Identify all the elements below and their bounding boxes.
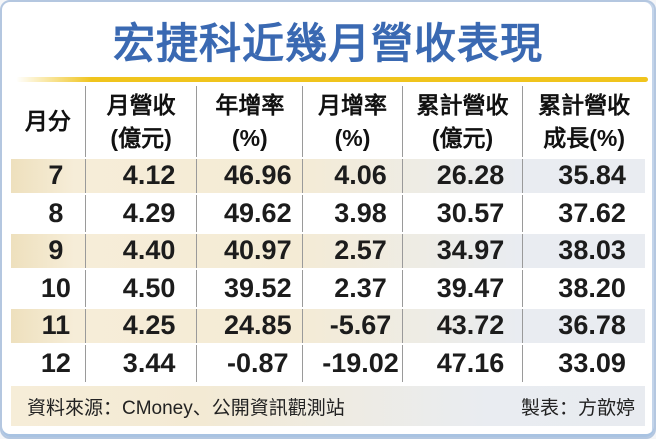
- cell-yoy-growth: 24.85: [197, 309, 304, 343]
- header-cell-cumulative-growth: 累計營收 成長(%): [523, 86, 645, 157]
- header-cell-mom-growth: 月增率 (%): [303, 86, 403, 157]
- cell-monthly-revenue: 3.44: [85, 344, 198, 382]
- cell-cumulative-revenue: 34.97: [403, 234, 524, 268]
- table-row: 8 4.29 49.62 3.98 30.57 37.62: [11, 194, 645, 232]
- cell-yoy-growth: 40.97: [197, 234, 304, 268]
- cell-mom-growth: -5.67: [303, 309, 403, 343]
- header-cell-month: 月分: [11, 86, 86, 157]
- cell-cumulative-revenue: 43.72: [403, 309, 524, 343]
- cell-mom-growth: 3.98: [303, 194, 403, 232]
- cell-monthly-revenue: 4.40: [86, 234, 198, 268]
- header-cell-cumulative-revenue: 累計營收 (億元): [402, 86, 524, 157]
- cell-cumulative-growth: 38.03: [558, 235, 626, 266]
- cell-monthly-revenue: 4.12: [86, 159, 198, 193]
- cell-cumulative-revenue: 47.16: [402, 344, 524, 382]
- title-underline-rule: [16, 77, 648, 82]
- cell-month: 9: [11, 234, 86, 268]
- table-row: 10 4.50 39.52 2.37 39.47 38.20: [11, 269, 645, 307]
- cell-yoy-growth: 39.52: [197, 269, 304, 307]
- cell-cumulative-revenue: 39.47: [402, 269, 524, 307]
- table-footer: 資料來源：CMoney、公開資訊觀測站 製表：方歆婷: [11, 386, 645, 426]
- cell-monthly-revenue: 4.29: [85, 194, 198, 232]
- cell-month: 8: [11, 194, 86, 232]
- cell-cumulative-revenue: 26.28: [403, 159, 524, 193]
- table-row: 9 4.40 40.97 2.57 34.97 38.03: [11, 232, 645, 270]
- table-row: 7 4.12 46.96 4.06 26.28 35.84: [11, 157, 645, 195]
- data-source-text: 資料來源：CMoney、公開資訊觀測站: [27, 397, 345, 419]
- header-cell-yoy-growth: 年增率 (%): [197, 86, 304, 157]
- table-row: 12 3.44 -0.87 -19.02 47.16 33.09: [11, 344, 645, 382]
- cell-mom-growth: 4.06: [303, 159, 403, 193]
- header-cell-monthly-revenue: 月營收 (億元): [85, 86, 198, 157]
- cell-cumulative-growth: 38.20: [523, 269, 645, 307]
- cell-monthly-revenue: 4.25: [86, 309, 198, 343]
- cell-mom-growth: 2.57: [303, 234, 403, 268]
- revenue-table: 月分 月營收 (億元) 年增率 (%) 月增率 (%) 累計營收 (億元) 累計…: [11, 86, 645, 382]
- cell-cumulative-growth: 33.09: [523, 344, 645, 382]
- table-row: 11 4.25 24.85 -5.67 43.72 36.78: [11, 307, 645, 345]
- cell-yoy-growth: 46.96: [197, 159, 304, 193]
- cell-yoy-growth: 49.62: [197, 194, 304, 232]
- cell-month: 12: [11, 344, 86, 382]
- cell-cumulative-revenue: 30.57: [402, 194, 524, 232]
- cell-cumulative-growth: 36.78: [558, 310, 626, 341]
- cell-mom-growth: 2.37: [303, 269, 403, 307]
- cell-cumulative-growth: 37.62: [523, 194, 645, 232]
- cell-month: 10: [11, 269, 86, 307]
- cell-month: 7: [11, 159, 86, 193]
- table-header-row: 月分 月營收 (億元) 年增率 (%) 月增率 (%) 累計營收 (億元) 累計…: [11, 86, 645, 157]
- page-title: 宏捷科近幾月營收表現: [112, 20, 543, 67]
- cell-mom-growth: -19.02: [303, 344, 403, 382]
- cell-yoy-growth: -0.87: [197, 344, 304, 382]
- credit-text: 製表：方歆婷: [520, 397, 635, 419]
- cell-month: 11: [11, 309, 86, 343]
- cell-cumulative-growth: 35.84: [558, 160, 626, 191]
- cell-monthly-revenue: 4.50: [85, 269, 198, 307]
